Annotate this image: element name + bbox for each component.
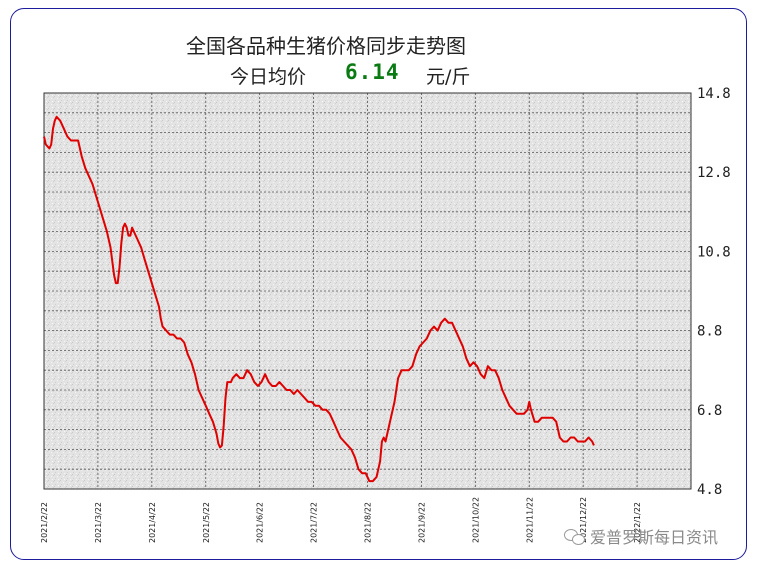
x-tick-label: 2021/9/22: [417, 502, 426, 543]
grid-lines: [43, 92, 692, 490]
wechat-icon: [564, 527, 586, 545]
y-tick-label: 14.8: [697, 86, 731, 102]
x-tick-label: 2021/5/22: [202, 502, 211, 543]
watermark: 爱普罗斯每日资讯: [564, 524, 718, 548]
x-axis: 2021/2/22 2021/3/22 2021/4/22 2021/5/22 2021…: [40, 497, 642, 543]
chart-title: 全国各品种生猪价格同步走势图: [186, 34, 466, 58]
y-axis: 14.8 12.8 10.8 8.8 6.8 4.8: [697, 86, 731, 498]
x-tick-label: 2021/4/22: [148, 502, 157, 543]
y-tick-label: 6.8: [697, 403, 722, 419]
average-price-label: 今日均价: [230, 66, 307, 88]
x-tick-label: 2021/12/22: [579, 497, 588, 543]
x-tick-label: 2021/6/22: [256, 502, 265, 543]
x-tick-label: 2021/10/22: [471, 497, 480, 543]
y-tick-label: 8.8: [697, 324, 722, 340]
price-unit: 元/斤: [426, 66, 471, 88]
x-tick-label: 2021/2/22: [40, 502, 49, 543]
plot-border: [43, 92, 692, 490]
x-tick-label: 2021/8/22: [364, 502, 373, 543]
x-tick-label: 2021/11/22: [525, 497, 534, 543]
price-line: [43, 115, 595, 483]
x-tick-label: 2021/3/22: [94, 502, 103, 543]
x-tick-label: 2021/7/22: [310, 502, 319, 543]
watermark-text: 爱普罗斯每日资讯: [590, 528, 719, 547]
average-price-value: 6.14: [345, 60, 400, 84]
series-layer: [43, 115, 595, 483]
y-tick-label: 4.8: [697, 482, 722, 498]
y-tick-label: 10.8: [697, 244, 731, 260]
x-tick-label: 2022/1/22: [633, 502, 642, 543]
y-tick-label: 12.8: [697, 165, 731, 181]
